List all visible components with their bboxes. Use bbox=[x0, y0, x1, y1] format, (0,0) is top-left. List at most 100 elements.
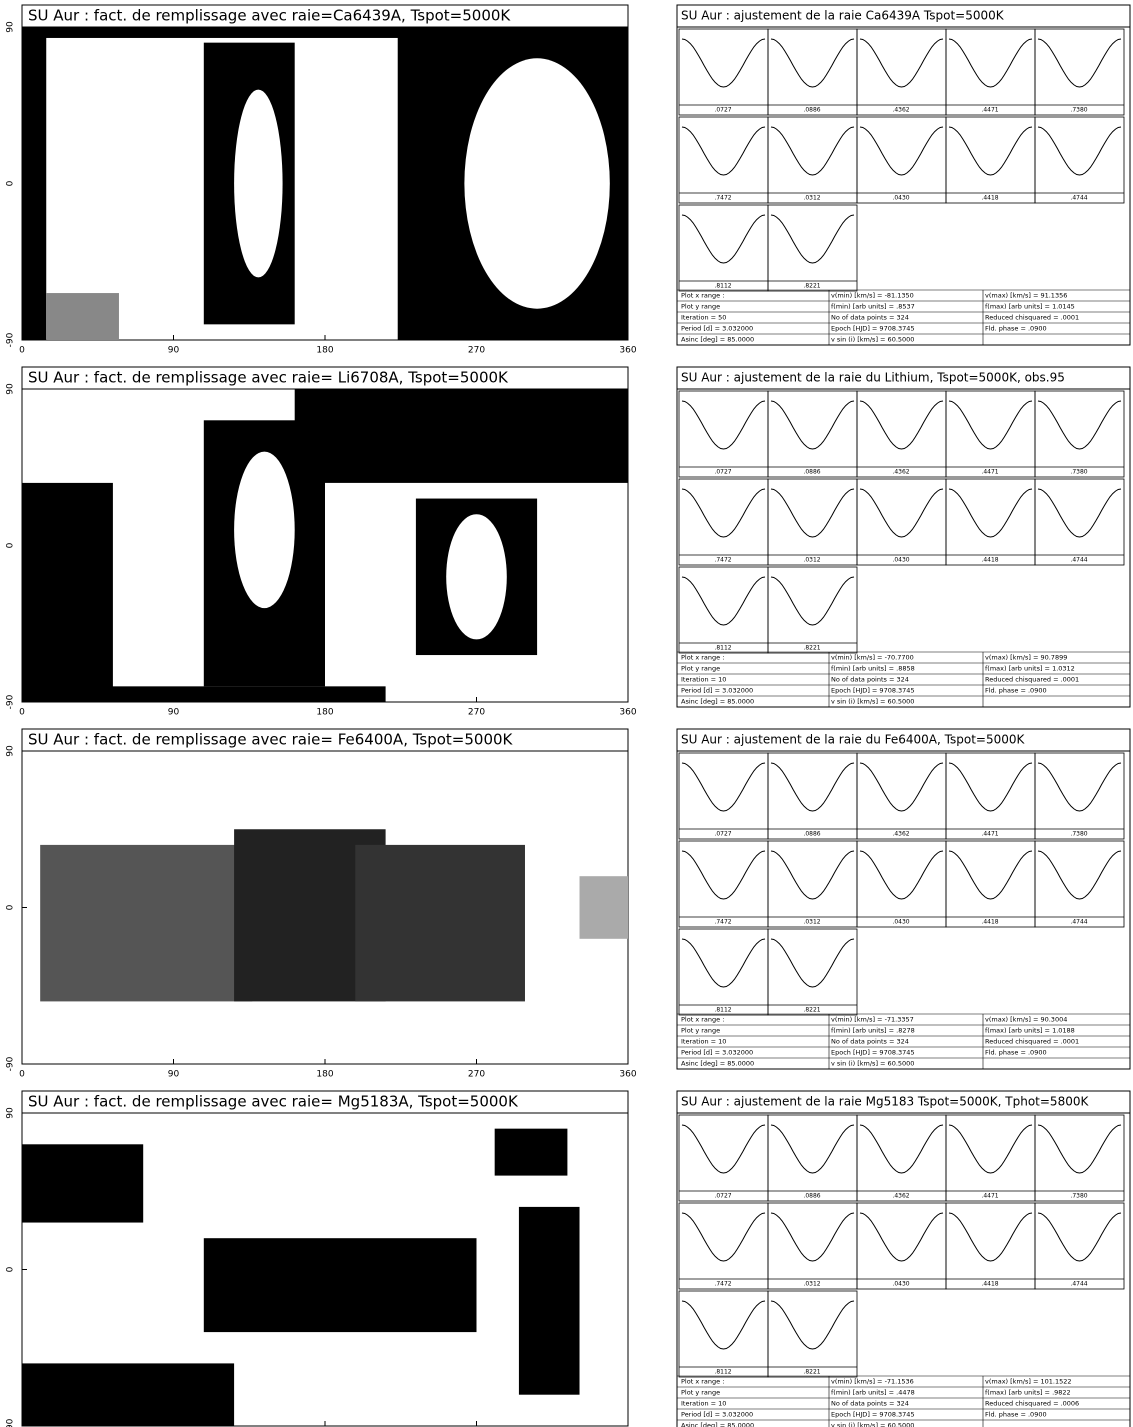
phase-label: .4418 bbox=[981, 195, 998, 202]
y-tick-label: 0 bbox=[6, 542, 16, 548]
phase-label: .0312 bbox=[803, 919, 820, 926]
phase-label: .7380 bbox=[1070, 831, 1087, 838]
x-tick-label: 90 bbox=[168, 708, 180, 718]
phase-label: .7380 bbox=[1070, 107, 1087, 114]
table-cell: v sin (i) [km/s] = 60.5000 bbox=[831, 1060, 914, 1068]
map-region bbox=[355, 844, 525, 1002]
fit-title: SU Aur : ajustement de la raie Mg5183 Ts… bbox=[681, 1095, 1089, 1109]
table-cell: Fld. phase = .0900 bbox=[985, 1411, 1047, 1419]
table-cell: v sin (i) [km/s] = 60.5000 bbox=[831, 1422, 914, 1427]
map-hole bbox=[464, 58, 610, 309]
table-cell: Asinc [deg] = 85.0000 bbox=[681, 1060, 754, 1068]
map-hole bbox=[52, 42, 174, 231]
profile-curve bbox=[859, 762, 944, 812]
table-cell: Period [d] = 3.032000 bbox=[681, 1411, 753, 1419]
y-tick-label: -90 bbox=[6, 694, 16, 709]
phase-label: .0727 bbox=[714, 469, 731, 476]
table-cell: v(min) [km/s] = -71.3357 bbox=[831, 1016, 914, 1024]
phase-label: .8221 bbox=[803, 645, 820, 652]
map-hole bbox=[234, 89, 283, 278]
table-cell: v(min) [km/s] = -81.1350 bbox=[831, 292, 914, 300]
profile-curve bbox=[1037, 1124, 1122, 1174]
phase-label: .4471 bbox=[981, 1193, 998, 1200]
x-tick-label: 90 bbox=[168, 346, 180, 356]
table-cell: v(min) [km/s] = -70.7700 bbox=[831, 654, 914, 662]
profile-panel bbox=[1034, 28, 1125, 116]
map-title: SU Aur : fact. de remplissage avec raie=… bbox=[28, 369, 509, 387]
table-cell: v(min) [km/s] = -71.1536 bbox=[831, 1378, 914, 1386]
profile-curve bbox=[859, 850, 944, 900]
table-cell: Iteration = 10 bbox=[681, 676, 726, 684]
profile-curve bbox=[770, 576, 855, 626]
phase-label: .0886 bbox=[803, 107, 820, 114]
table-cell: f(max) [arb units] = .9822 bbox=[985, 1389, 1071, 1397]
fit-title: SU Aur : ajustement de la raie du Fe6400… bbox=[681, 733, 1025, 747]
fit-title: SU Aur : ajustement de la raie du Lithiu… bbox=[681, 371, 1065, 385]
table-cell: No of data points = 324 bbox=[831, 1400, 909, 1408]
table-cell: Iteration = 10 bbox=[681, 1400, 726, 1408]
profile-panel bbox=[1034, 390, 1125, 478]
profile-curve bbox=[770, 1212, 855, 1262]
profile-curve bbox=[681, 214, 766, 264]
profile-panel bbox=[1034, 1114, 1125, 1202]
y-tick-label: -90 bbox=[6, 332, 16, 347]
profile-curve bbox=[681, 576, 766, 626]
table-cell: Period [d] = 3.032000 bbox=[681, 1049, 753, 1057]
table-cell: Fld. phase = .0900 bbox=[985, 1049, 1047, 1057]
phase-label: .0886 bbox=[803, 1193, 820, 1200]
phase-label: .0727 bbox=[714, 831, 731, 838]
y-tick-label: 0 bbox=[6, 180, 16, 186]
profile-curve bbox=[1037, 400, 1122, 450]
fit-title: SU Aur : ajustement de la raie Ca6439A T… bbox=[681, 9, 1005, 23]
profile-curve bbox=[948, 38, 1033, 88]
phase-label: .0886 bbox=[803, 831, 820, 838]
x-tick-label: 90 bbox=[168, 1070, 180, 1080]
phase-label: .0312 bbox=[803, 195, 820, 202]
table-cell: Plot x range : bbox=[681, 292, 724, 300]
profile-curve bbox=[948, 400, 1033, 450]
table-cell: f(max) [arb units] = 1.0145 bbox=[985, 303, 1075, 311]
y-tick-label: 90 bbox=[6, 1107, 16, 1119]
profile-curve bbox=[948, 762, 1033, 812]
phase-label: .8112 bbox=[714, 1369, 731, 1376]
phase-label: .4471 bbox=[981, 469, 998, 476]
profile-curve bbox=[948, 1212, 1033, 1262]
phase-label: .4362 bbox=[892, 1193, 909, 1200]
profile-panel bbox=[767, 204, 858, 292]
x-tick-label: 360 bbox=[619, 1070, 636, 1080]
table-cell: v(max) [km/s] = 91.1356 bbox=[985, 292, 1067, 300]
phase-label: .0312 bbox=[803, 1281, 820, 1288]
x-tick-label: 360 bbox=[619, 708, 636, 718]
phase-label: .4744 bbox=[1070, 557, 1087, 564]
table-cell: Reduced chisquared = .0001 bbox=[985, 676, 1079, 684]
phase-label: .4418 bbox=[981, 557, 998, 564]
phase-label: .4744 bbox=[1070, 1281, 1087, 1288]
profile-curve bbox=[859, 488, 944, 538]
profile-panel bbox=[1034, 840, 1125, 928]
table-cell: Fld. phase = .0900 bbox=[985, 325, 1047, 333]
phase-label: .4362 bbox=[892, 831, 909, 838]
y-tick-label: 90 bbox=[6, 745, 16, 757]
phase-label: .7472 bbox=[714, 919, 731, 926]
profile-panel bbox=[767, 1290, 858, 1378]
phase-label: .0430 bbox=[892, 1281, 909, 1288]
map-region bbox=[22, 27, 628, 38]
phase-label: .7472 bbox=[714, 557, 731, 564]
table-cell: v(max) [km/s] = 90.3004 bbox=[985, 1016, 1067, 1024]
phase-label: .4471 bbox=[981, 831, 998, 838]
phase-label: .7472 bbox=[714, 195, 731, 202]
fit-box bbox=[676, 1090, 1131, 1427]
table-cell: Plot x range : bbox=[681, 1016, 724, 1024]
x-tick-label: 0 bbox=[19, 346, 25, 356]
map-region bbox=[494, 1128, 568, 1176]
table-cell: Plot y range bbox=[681, 1389, 720, 1397]
phase-label: .0727 bbox=[714, 1193, 731, 1200]
phase-label: .0430 bbox=[892, 919, 909, 926]
y-tick-label: 90 bbox=[6, 21, 16, 33]
table-cell: Reduced chisquared = .0001 bbox=[985, 1038, 1079, 1046]
profile-curve bbox=[681, 38, 766, 88]
profile-curve bbox=[770, 488, 855, 538]
map-region bbox=[22, 686, 386, 702]
profile-curve bbox=[770, 400, 855, 450]
map-region bbox=[40, 844, 253, 1002]
